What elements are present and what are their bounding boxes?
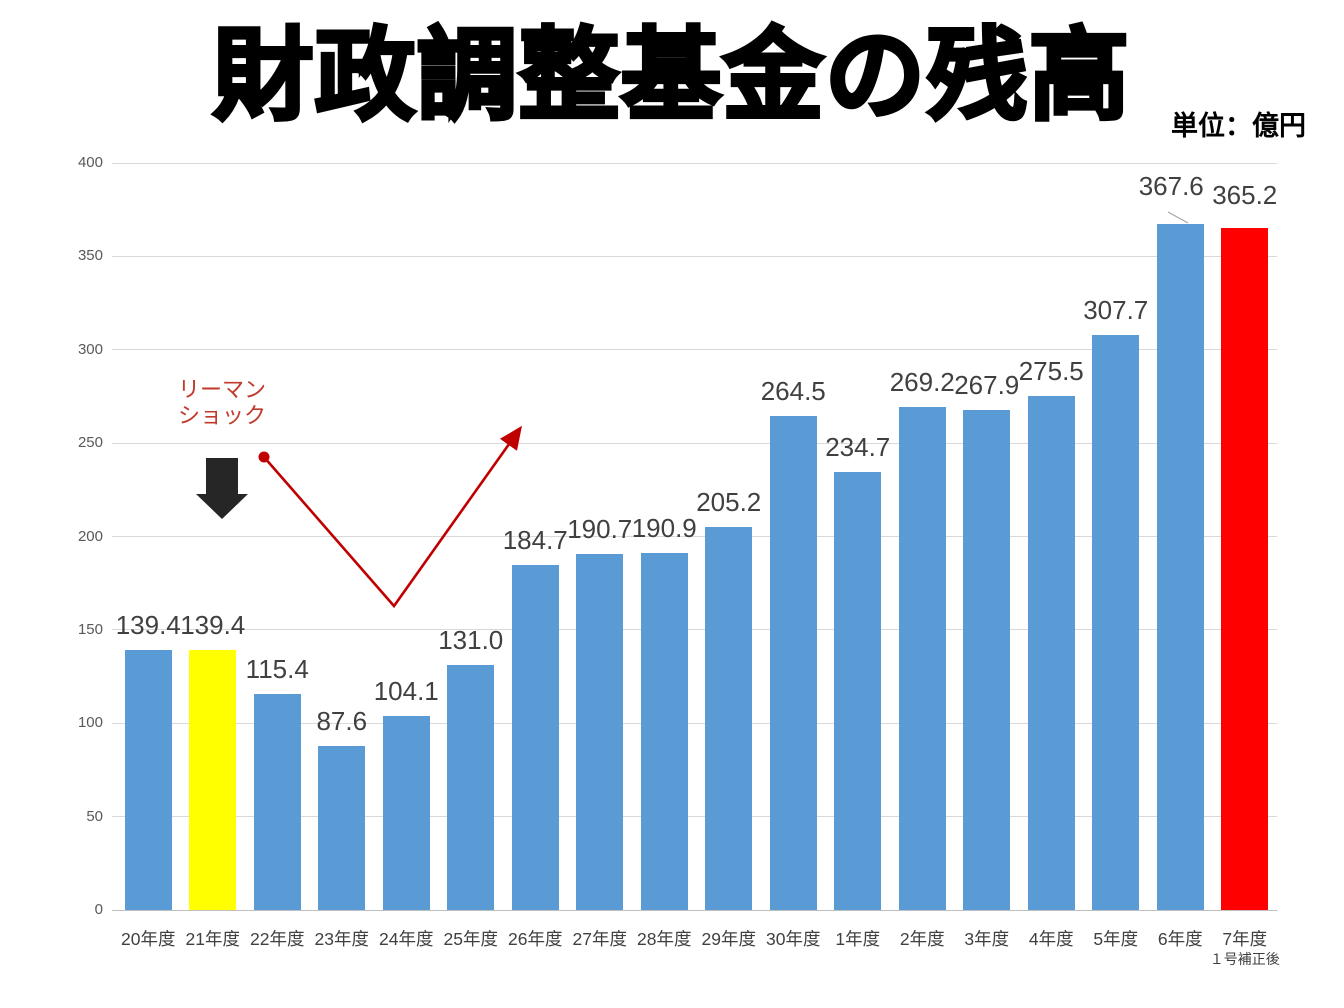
- x-axis-label: 5年度: [1079, 927, 1154, 951]
- x-axis-label: 7年度 １号補正後: [1208, 927, 1283, 967]
- x-axis-label-text: 21年度: [185, 929, 240, 949]
- bar-value-label: 87.6: [316, 706, 368, 737]
- y-axis-tick-label: 250: [77, 434, 103, 452]
- x-axis-label: 24年度: [369, 927, 444, 951]
- bar-27年度: [576, 553, 624, 910]
- bar-23年度: [318, 746, 366, 910]
- gridline: [112, 722, 1277, 724]
- y-axis-tick-label: 300: [77, 340, 103, 358]
- bar-value-label: 139.4: [115, 609, 181, 640]
- x-axis-label-text: 22年度: [250, 929, 305, 949]
- x-axis-label: 25年度: [434, 927, 509, 951]
- x-axis-label-text: 29年度: [701, 929, 756, 949]
- bar-value-label: 367.6: [1138, 170, 1204, 201]
- x-axis-label: 2年度: [885, 927, 960, 951]
- bar-1年度: [834, 471, 882, 910]
- x-axis-label-text: 30年度: [766, 929, 821, 949]
- x-axis-label: 26年度: [498, 927, 573, 951]
- x-axis-label: 29年度: [692, 927, 767, 951]
- bar-24年度: [382, 715, 430, 910]
- bar-value-label: 269.2: [889, 367, 955, 398]
- x-axis-label: 3年度: [950, 927, 1025, 951]
- gridline: [112, 162, 1277, 164]
- x-axis-label: 21年度: [176, 927, 251, 951]
- bar-25年度: [447, 665, 495, 910]
- bar-value-label: 205.2: [696, 486, 762, 517]
- y-axis-tick-label: 350: [77, 247, 103, 265]
- x-axis-sublabel: １号補正後: [1209, 951, 1280, 967]
- lehman-shock-annotation: リーマン ショック: [177, 377, 266, 429]
- x-axis-label-text: 6年度: [1157, 929, 1203, 949]
- x-axis-label-text: 25年度: [443, 929, 498, 949]
- x-axis-label-text: 5年度: [1093, 929, 1139, 949]
- bar-value-label: 275.5: [1018, 355, 1084, 386]
- bar-6年度: [1156, 223, 1204, 910]
- bar-20年度: [124, 649, 172, 910]
- gridline: [112, 349, 1277, 351]
- bar-value-label: 264.5: [760, 376, 826, 407]
- y-axis-tick-label: 100: [77, 714, 103, 732]
- v-arrow-start-dot: [258, 451, 270, 463]
- bar-4年度: [1027, 395, 1075, 910]
- down-arrow-icon: [206, 458, 238, 495]
- x-axis-label-text: 4年度: [1028, 929, 1074, 949]
- bar-2年度: [898, 407, 946, 910]
- label-leader-line: [1167, 211, 1189, 224]
- x-axis-label-text: 3年度: [964, 929, 1010, 949]
- unit-label: 単位：億円: [1171, 111, 1306, 141]
- bar-value-label: 190.9: [631, 513, 697, 544]
- bar-28年度: [640, 553, 688, 910]
- x-axis-label-text: 2年度: [899, 929, 945, 949]
- gridline: [112, 255, 1277, 257]
- x-axis-label: 23年度: [305, 927, 380, 951]
- bar-29年度: [705, 526, 753, 910]
- y-axis-tick-label: 0: [94, 901, 103, 918]
- x-axis-label: 27年度: [563, 927, 638, 951]
- x-axis-label-text: 27年度: [572, 929, 627, 949]
- bar-21年度: [189, 649, 237, 910]
- gridline: [112, 816, 1277, 818]
- gridline: [112, 629, 1277, 631]
- y-axis-tick-label: 50: [86, 807, 103, 825]
- bar-22年度: [253, 694, 301, 910]
- bar-value-label: 234.7: [825, 431, 891, 462]
- x-axis-label: 4年度: [1014, 927, 1089, 951]
- x-axis-label-text: 7年度: [1222, 929, 1268, 949]
- bar-7年度: [1221, 227, 1269, 910]
- bar-value-label: 307.7: [1083, 295, 1149, 326]
- bar-value-label: 104.1: [373, 675, 439, 706]
- gridline: [112, 909, 1277, 911]
- bar-value-label: 365.2: [1212, 179, 1278, 210]
- bar-3年度: [963, 409, 1011, 910]
- x-axis-label: 28年度: [627, 927, 702, 951]
- x-axis-label-text: 20年度: [121, 929, 176, 949]
- y-axis-tick-label: 150: [77, 620, 103, 638]
- x-axis-label-text: 1年度: [835, 929, 881, 949]
- down-arrow-icon-head: [196, 494, 248, 519]
- bar-value-label: 190.7: [567, 513, 633, 544]
- bar-value-label: 139.4: [180, 609, 246, 640]
- bar-value-label: 131.0: [438, 625, 504, 656]
- x-axis-label: 6年度: [1143, 927, 1218, 951]
- gridline: [112, 536, 1277, 537]
- x-axis-label-text: 23年度: [314, 929, 369, 949]
- x-axis-label-text: 26年度: [508, 929, 563, 949]
- bar-5年度: [1092, 335, 1140, 910]
- chart-title: 財政調整基金の残高: [211, 18, 1131, 134]
- y-axis-tick-label: 200: [77, 527, 103, 545]
- x-axis-label: 22年度: [240, 927, 315, 951]
- gridline: [112, 442, 1277, 444]
- bar-value-label: 267.9: [954, 369, 1020, 400]
- x-axis-label: 30年度: [756, 927, 831, 951]
- v-arrow-line: [263, 425, 523, 609]
- x-axis-label: 1年度: [821, 927, 896, 951]
- x-axis-label-text: 28年度: [637, 929, 692, 949]
- y-axis-tick-label: 400: [77, 154, 103, 171]
- x-axis-label: 20年度: [111, 927, 186, 951]
- bar-value-label: 115.4: [245, 654, 309, 685]
- bar-30年度: [769, 416, 817, 910]
- x-axis-label-text: 24年度: [379, 929, 434, 949]
- bar-26年度: [511, 565, 559, 910]
